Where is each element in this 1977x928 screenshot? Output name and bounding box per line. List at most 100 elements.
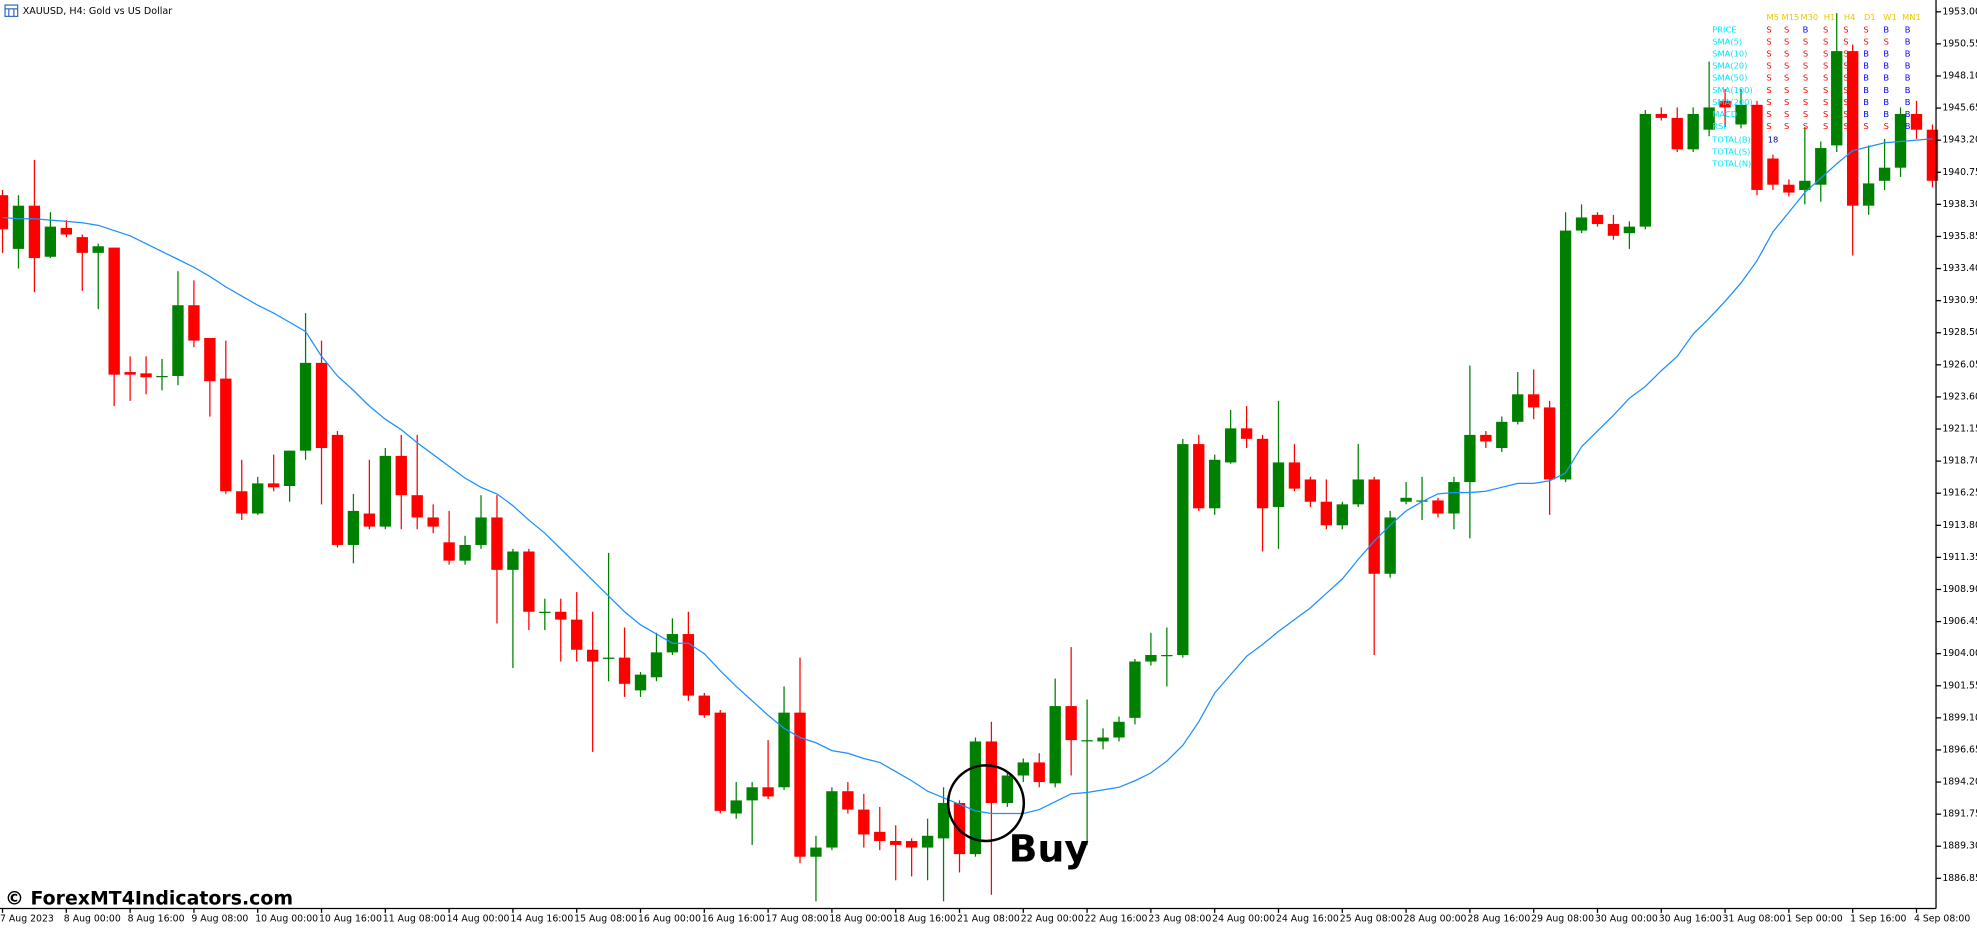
candle-body [475, 517, 487, 545]
dashboard-signal: S [1823, 61, 1828, 71]
dashboard-signal: S [1784, 61, 1789, 71]
x-tick-label: 9 Aug 08:00 [191, 914, 248, 925]
candle-body [746, 787, 758, 801]
candle-body [347, 510, 360, 545]
y-tick-label: 1891.75 [1942, 809, 1977, 820]
dashboard-signal: S [1766, 85, 1771, 95]
dashboard-signal: B [1905, 73, 1911, 83]
candle-body [1400, 497, 1412, 502]
candle-body [1831, 51, 1843, 146]
candle-body [1751, 104, 1763, 190]
dashboard-signal: S [1843, 121, 1848, 131]
dashboard-signal: S [1823, 73, 1828, 83]
dashboard-column: MN1 [1902, 12, 1921, 22]
dashboard-signal: S [1803, 73, 1808, 83]
candle-body [220, 378, 232, 492]
dashboard-signal: S [1843, 97, 1848, 107]
candle-body [1655, 113, 1667, 118]
candle-body [1862, 183, 1875, 206]
candle-body [1591, 214, 1604, 225]
buy-circle [946, 764, 1026, 843]
candle-body [1113, 721, 1125, 738]
dashboard-signal: S [1823, 85, 1828, 95]
dashboard-column: M15 [1782, 12, 1800, 22]
candle-body [555, 611, 567, 620]
candle-body [1001, 775, 1014, 804]
x-tick-label: 30 Aug 00:00 [1595, 914, 1658, 925]
dashboard-signal: B [1905, 48, 1911, 58]
candle-body [586, 649, 599, 662]
y-tick-label: 1894.20 [1942, 777, 1977, 788]
y-tick-label: 1935.85 [1942, 231, 1977, 242]
dashboard-signal: S [1784, 109, 1789, 119]
candle-body [44, 226, 57, 257]
dashboard-signal: S [1843, 24, 1848, 34]
candle-body [491, 517, 503, 570]
dashboard-signal: B [1883, 24, 1889, 34]
dashboard-signal: B [1905, 109, 1911, 119]
dashboard-signal: S [1823, 48, 1828, 58]
dashboard-row-label: SMA(10) [1712, 48, 1747, 58]
dashboard-signal: S [1823, 36, 1828, 46]
candle-body [204, 337, 216, 382]
dashboard-signal: S [1823, 121, 1828, 131]
x-tick-label: 1 Sep 16:00 [1850, 914, 1906, 925]
candle-body [682, 634, 695, 696]
candle-body [1272, 462, 1285, 507]
sma-line [2, 138, 1933, 815]
candle-body [1815, 148, 1827, 185]
candle-body [427, 517, 439, 527]
candle-body [618, 657, 631, 684]
candle-body [1240, 428, 1253, 439]
dashboard-row-label: SMA(200) [1712, 97, 1752, 107]
candle-body [1767, 158, 1779, 185]
y-tick-label: 1921.15 [1942, 424, 1977, 435]
candle-body [1049, 706, 1061, 784]
x-tick-label: 14 Aug 16:00 [510, 914, 573, 925]
x-tick-label: 8 Aug 16:00 [128, 914, 185, 925]
dashboard-row-label: SMA(20) [1712, 61, 1747, 71]
candle-body [267, 483, 280, 488]
x-tick-label: 29 Aug 08:00 [1531, 914, 1594, 925]
dashboard-signal: B [1883, 97, 1889, 107]
candle-body [1304, 479, 1317, 502]
y-tick-label: 1904.00 [1942, 648, 1977, 659]
symbol-icon [4, 4, 19, 18]
candle-body [1017, 762, 1029, 776]
candle-body [698, 695, 710, 716]
y-tick-label: 1940.75 [1942, 167, 1977, 178]
dashboard-signal: S [1884, 36, 1889, 46]
candle-body [28, 205, 41, 259]
dashboard-signal: S [1843, 73, 1848, 83]
candle-body [985, 741, 998, 804]
dashboard-signal: S [1884, 121, 1889, 131]
dashboard-signal: S [1784, 73, 1789, 83]
x-tick-label: 31 Aug 08:00 [1723, 914, 1786, 925]
dashboard-signal: S [1843, 36, 1848, 46]
dashboard-row-label: SMA(100) [1712, 85, 1752, 95]
candle-body [1081, 740, 1093, 742]
candle-body [890, 841, 902, 845]
candle-body [1480, 434, 1492, 442]
candle-body [1719, 100, 1731, 108]
y-tick-label: 1908.90 [1942, 584, 1977, 595]
dashboard-row-label: RSI [1712, 121, 1726, 131]
dashboard-signal: S [1766, 24, 1771, 34]
dashboard-signal: S [1784, 85, 1789, 95]
dashboard-signal: S [1803, 97, 1808, 107]
y-tick-label: 1950.55 [1942, 38, 1977, 49]
dashboard-signal: S [1784, 24, 1789, 34]
chart-header: XAUUSD, H4: Gold vs US Dollar [23, 6, 173, 17]
dashboard-signal: S [1784, 121, 1789, 131]
dashboard-signal: S [1803, 36, 1808, 46]
candle-body [1161, 654, 1173, 657]
y-tick-label: 1913.80 [1942, 520, 1977, 531]
candle-body [315, 362, 328, 449]
x-tick-label: 28 Aug 16:00 [1467, 914, 1530, 925]
candle-body [92, 246, 104, 253]
dashboard-signal: B [1883, 73, 1889, 83]
x-tick-label: 14 Aug 00:00 [447, 914, 510, 925]
candle-body [730, 800, 742, 814]
candle-body [1878, 167, 1891, 181]
